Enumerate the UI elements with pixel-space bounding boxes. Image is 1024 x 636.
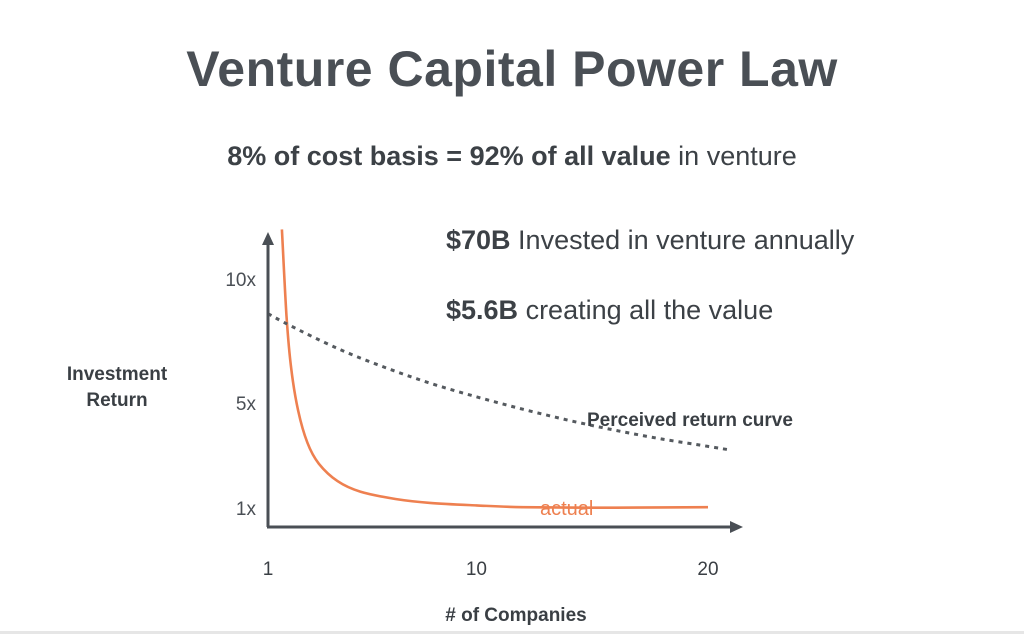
y-tick-label: 5x [236,394,257,415]
bottom-divider [0,631,1024,634]
x-tick-label: 20 [697,559,718,580]
subtitle: 8% of cost basis = 92% of all value in v… [0,141,1024,172]
subtitle-rest: in venture [670,141,797,171]
subtitle-emphasis: 8% of cost basis = 92% of all value [227,141,671,171]
stat-value-creating: $5.6B creating all the value [446,295,773,326]
stat-invested: $70B Invested in venture annually [446,225,854,256]
x-axis-label: # of Companies [445,605,586,626]
stat-value-amount: $5.6B [446,295,519,325]
stat-value-text: creating all the value [518,295,774,325]
x-tick-label: 1 [263,559,274,580]
series-label-actual: actual [540,498,593,520]
stat-invested-text: Invested in venture annually [510,225,855,255]
chart-title: Venture Capital Power Law [186,41,838,97]
x-tick-label: 10 [466,559,487,580]
y-axis-arrow [262,232,274,245]
y-tick-label: 10x [225,270,256,291]
y-axis-label: Investment Return [66,364,168,411]
perceived-return-line [267,312,732,452]
y-tick-label: 1x [236,499,257,520]
actual-return-line [280,229,709,510]
x-axis-arrow [730,521,743,533]
series-label-perceived: Perceived return curve [587,410,793,431]
stat-invested-amount: $70B [446,225,511,255]
